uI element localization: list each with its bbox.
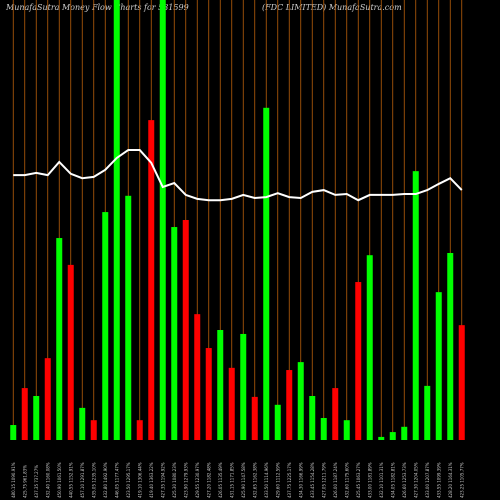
bar	[251, 396, 258, 440]
bar	[194, 314, 201, 440]
x-tick-label: 434.30 1166.99%	[298, 462, 303, 498]
x-tick-label: 433.00 1207.87%	[425, 462, 430, 498]
bar	[125, 195, 132, 440]
bar	[21, 388, 28, 440]
bar	[113, 0, 120, 440]
bar	[435, 292, 442, 440]
x-tick-label: 433.00 1181.89%	[367, 462, 372, 498]
x-tick-label: 480.15 1090.91%	[11, 462, 16, 498]
bar	[56, 238, 63, 440]
x-tick-label: 427.20 1182.48%	[206, 462, 211, 498]
bar	[424, 385, 431, 440]
bar	[412, 171, 419, 440]
x-tick-label: 425.45 1063.27%	[356, 462, 361, 498]
x-tick-label: 432.10 1101.31%	[379, 462, 384, 498]
x-tick-label: 425.30 1080.23%	[172, 462, 177, 498]
bar	[228, 367, 235, 440]
x-tick-label: 427.05 1211.79%	[321, 462, 326, 498]
bar	[182, 220, 189, 440]
chart-title: MunafaSutra Money Flow Charts for 531599	[5, 3, 189, 12]
bar	[90, 420, 97, 440]
bar	[10, 425, 17, 440]
x-tick-label: 433.55 1099.39%	[436, 462, 441, 498]
bar	[67, 264, 74, 440]
x-tick-label: 425.90 1147.58%	[241, 462, 246, 498]
bar	[286, 370, 293, 440]
x-tick-label: 434.05 1182.81%	[390, 462, 395, 498]
bar	[217, 330, 224, 440]
line	[13, 149, 463, 202]
bar	[240, 333, 247, 440]
bar	[79, 407, 86, 440]
x-tick-label: 427.30 1204.05%	[413, 462, 418, 498]
x-tick-label: 426.60 1253.73%	[402, 462, 407, 498]
x-tick-label: 435.05 1235.10%	[91, 462, 96, 498]
x-tick-label: 419.10 1306.44%	[137, 462, 142, 498]
x-tick-label: 446.05 1177.47%	[114, 462, 119, 498]
chart-subtitle: (FDC LIMITED) MunafaSutra.com	[262, 3, 402, 12]
x-tick-label: 432.40 1160.08%	[45, 462, 50, 498]
x-tick-label: 423.50 1295.17%	[126, 462, 131, 498]
bar	[274, 404, 281, 440]
bar	[297, 362, 304, 440]
bar	[136, 420, 143, 440]
x-tick-label: 426.05 1135.49%	[218, 462, 223, 498]
x-tick-label: 429.60 1112.59%	[275, 462, 280, 498]
x-tick-label: 457.10 1291.87%	[80, 462, 85, 498]
bar	[171, 227, 178, 440]
bar	[159, 0, 166, 440]
bar	[33, 396, 40, 440]
x-tick-label: 433.45 1154.28%	[310, 462, 315, 498]
x-tick-label: 432.65 1162.38%	[252, 462, 257, 498]
bar	[389, 432, 396, 440]
bar	[343, 420, 350, 440]
x-tick-label: 432.60 1175.60%	[344, 462, 349, 498]
x-tick-label: 433.50 1114.96%	[264, 462, 269, 498]
bar	[447, 253, 454, 440]
x-tick-label: 429.55 1230.97%	[195, 462, 200, 498]
bar	[366, 255, 373, 440]
bar	[378, 436, 385, 440]
bar	[401, 426, 408, 440]
bar	[148, 120, 155, 441]
x-tick-label: 440.55 1152.91%	[68, 462, 73, 498]
x-tick-label: 423.25 1105.77%	[459, 462, 464, 498]
x-tick-label: 426.00 1187.24%	[333, 462, 338, 498]
bar	[332, 388, 339, 440]
x-tick-label: 419.40 1363.22%	[149, 462, 154, 498]
bar	[458, 325, 465, 440]
bar	[309, 396, 316, 440]
bar	[205, 348, 212, 440]
x-tick-label: 450.90 1061.50%	[57, 462, 62, 498]
bar	[355, 282, 362, 440]
bar	[263, 107, 270, 441]
bar	[320, 418, 327, 440]
x-tick-label: 423.90 1279.93%	[183, 462, 188, 498]
x-tick-label: 432.80 1492.90%	[103, 462, 108, 498]
x-tick-label: 437.35 737.27%	[34, 465, 39, 498]
bar	[44, 358, 51, 440]
x-tick-label: 431.15 1171.85%	[229, 462, 234, 498]
bar	[102, 212, 109, 440]
x-tick-label: 425.75 961.83%	[22, 465, 27, 498]
x-tick-label: 427.35 1194.92%	[160, 462, 165, 498]
x-tick-label: 437.75 1225.17%	[287, 462, 292, 498]
x-tick-label: 428.20 1164.31%	[448, 462, 453, 498]
